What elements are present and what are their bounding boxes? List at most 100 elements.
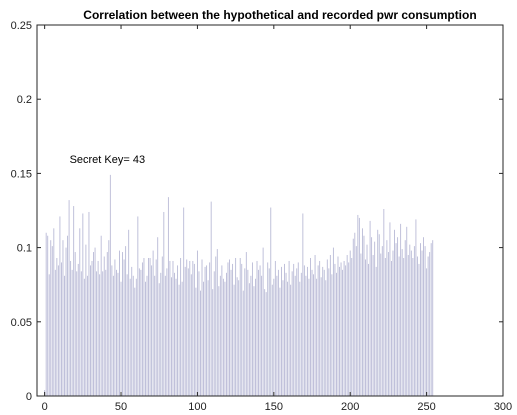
bar [154,275,156,396]
bar [430,243,432,396]
bar [352,238,354,396]
bar [398,256,400,396]
bar [395,243,397,396]
bar [264,289,266,396]
bar [171,277,172,396]
bar [281,266,282,396]
bar [332,247,334,396]
bar [245,252,247,396]
bar [300,272,302,396]
bar [267,262,269,396]
bar [401,249,403,396]
bar [242,290,244,396]
bar [86,275,88,396]
bar [203,281,204,396]
bar [64,275,65,396]
bar [198,271,200,396]
bar [167,197,169,396]
bar [349,250,351,396]
bar [360,253,362,396]
bar [123,259,125,396]
bar [386,240,388,396]
bar [47,235,49,396]
bar [277,269,279,396]
bar [317,265,319,396]
bar [368,263,369,396]
bar [50,240,52,396]
bar [247,269,249,396]
bar [212,289,214,396]
bar [329,255,331,396]
bar [306,266,308,396]
bar [71,269,73,396]
x-tick-label: 50 [115,401,127,413]
bar [358,217,360,396]
bar [284,263,285,396]
bar [122,252,124,396]
bar [116,269,117,396]
bar [255,278,256,396]
bar [169,260,171,396]
bar [204,266,206,396]
bar [331,274,333,396]
bar [424,246,426,396]
x-tick-label: 200 [341,401,359,413]
bar [97,260,99,396]
bar [186,259,188,396]
bar [172,260,174,396]
bar [265,292,267,396]
bar [105,269,107,396]
axes-box [36,24,504,397]
bar [114,259,116,396]
bar [137,216,139,396]
bar [82,213,84,396]
bar [152,250,154,396]
bar [299,281,301,396]
bar [187,268,189,396]
bar [193,263,195,396]
bar [416,256,418,396]
bar [262,247,264,396]
bar [85,244,87,396]
bar [369,220,371,396]
bar [371,237,373,396]
bar [233,284,235,396]
bar [288,260,290,396]
y-tick-label: 0 [26,391,32,403]
bar [146,275,148,396]
bar [189,260,191,396]
bar [83,278,85,396]
bar [279,287,281,396]
bar [308,278,310,396]
bar [392,250,394,396]
bar [355,246,357,396]
bar [313,274,314,396]
bar [102,271,104,396]
bar [326,259,328,396]
bar [126,274,128,396]
bar [200,290,201,396]
bar [372,255,374,396]
bar [276,275,278,396]
bar [219,275,221,396]
bar [241,263,243,396]
bar [209,262,211,396]
bar [129,278,131,396]
bar [346,255,348,396]
bar [339,266,340,396]
y-tick-label: 0.25 [11,20,32,32]
bar [51,246,53,396]
bar [415,219,417,396]
bar [375,266,377,396]
bar [316,278,318,396]
bar [294,275,296,396]
bar [222,278,224,396]
x-tick-label: 300 [494,401,512,413]
bar [99,274,101,396]
bar [248,283,250,396]
bar [259,265,261,396]
bar [56,257,58,396]
x-tick-label: 0 [42,401,48,413]
x-tick-label: 150 [265,401,283,413]
bar [119,250,120,396]
